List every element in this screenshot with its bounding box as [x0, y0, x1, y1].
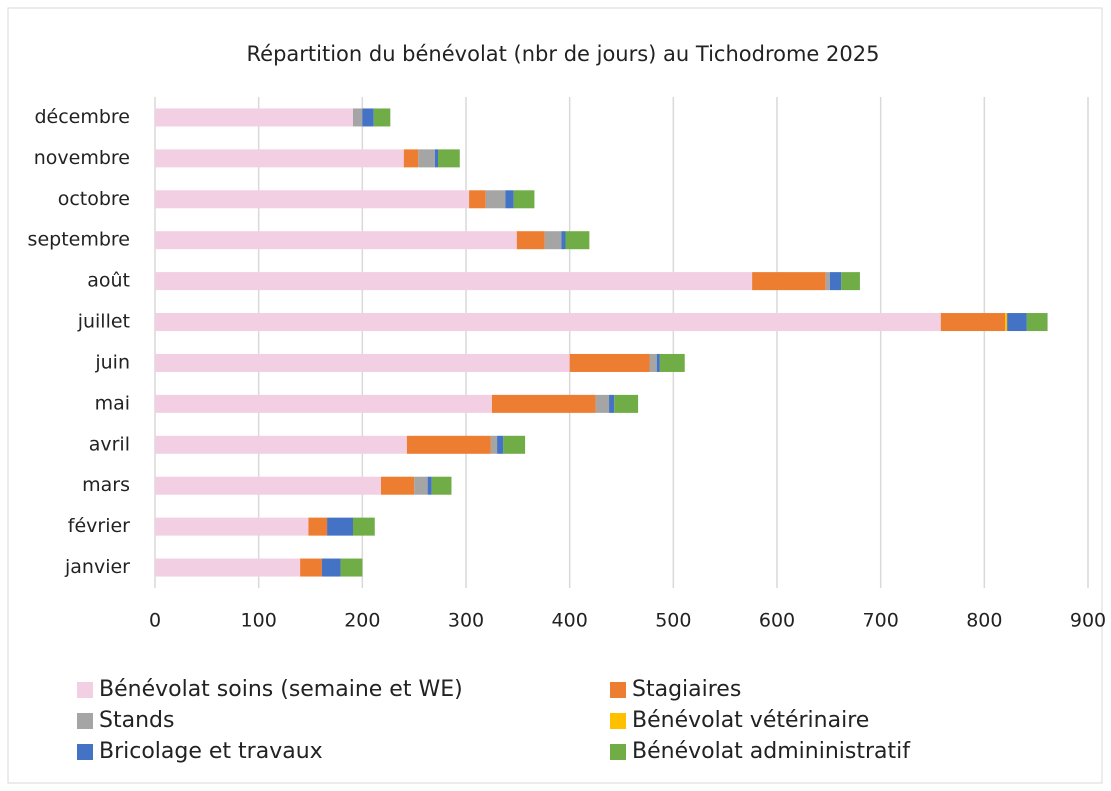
x-tick-label: 800 [966, 610, 1002, 632]
bar-segment [1005, 313, 1008, 332]
bar-segment [155, 353, 570, 372]
bar-segment [155, 558, 301, 577]
bar-segment [308, 517, 328, 536]
bar-segment [380, 476, 415, 495]
y-tick-label: août [87, 270, 130, 292]
bar-segment [609, 394, 615, 413]
bar-segment [155, 435, 407, 454]
bar-segment [1007, 313, 1027, 332]
bar-segment [656, 353, 660, 372]
y-tick-label: juin [94, 351, 130, 373]
bar-segment [940, 313, 1006, 332]
bar-segment [561, 231, 566, 250]
bar-segment [565, 231, 590, 250]
bar-segment [353, 517, 375, 536]
bar-segment [614, 394, 639, 413]
bar-segment [353, 108, 363, 127]
bar-segment [155, 190, 470, 209]
bar-segment [155, 149, 404, 168]
x-tick-label: 300 [448, 610, 484, 632]
bar-segment [321, 558, 341, 577]
bar-segment [155, 517, 309, 536]
bar-segment [431, 476, 452, 495]
bar-segment [485, 190, 506, 209]
bar-segment [649, 353, 657, 372]
legend-label: Bricolage et travaux [99, 739, 323, 764]
bar-segment [490, 435, 498, 454]
bar-segment [414, 476, 428, 495]
bar-segment [155, 394, 492, 413]
bar-segment [752, 272, 826, 291]
legend-swatch [610, 744, 626, 760]
y-tick-label: octobre [58, 188, 130, 210]
legend-swatch [77, 682, 93, 698]
y-tick-label: septembre [28, 229, 130, 251]
bar-segment [491, 394, 596, 413]
bar-segment [340, 558, 363, 577]
bar-segment [1026, 313, 1048, 332]
x-tick-label: 400 [552, 610, 588, 632]
bar-segment [427, 476, 432, 495]
bar-segment [544, 231, 562, 250]
bar-segment [516, 231, 545, 250]
y-tick-label: juillet [77, 311, 130, 333]
y-tick-label: février [68, 515, 130, 537]
legend-swatch [77, 713, 93, 729]
bar-segment [438, 149, 460, 168]
y-tick-label: mai [95, 392, 130, 414]
legend-label: Stagiaires [632, 677, 741, 702]
bar-segment [327, 517, 354, 536]
bar-segment [513, 190, 535, 209]
chart-title: Répartition du bénévolat (nbr de jours) … [247, 42, 880, 66]
legend-swatch [610, 682, 626, 698]
legend: Bénévolat soins (semaine et WE) Stagiaire… [77, 677, 911, 764]
bar-segment [155, 272, 753, 291]
bar-segment [469, 190, 486, 209]
legend-swatch [77, 744, 93, 760]
bar-segment [362, 108, 374, 127]
x-tick-label: 500 [655, 610, 691, 632]
y-tick-label: janvier [64, 556, 130, 578]
legend-label: Bénévolat vétérinaire [632, 708, 869, 733]
bar-segment [373, 108, 391, 127]
bar-segment [505, 190, 514, 209]
bar-segment [418, 149, 435, 168]
x-tick-label: 0 [149, 610, 161, 632]
y-tick-label: mars [82, 474, 130, 496]
bar-segment [841, 272, 860, 291]
y-tick-label: décembre [34, 106, 130, 128]
bar-segment [497, 435, 504, 454]
bar-segment [434, 149, 439, 168]
x-tick-label: 700 [863, 610, 899, 632]
bar-segment [155, 108, 354, 127]
legend-label: Bénévolat admininistratif [632, 739, 911, 764]
y-tick-label: avril [89, 433, 130, 455]
bar-segment [595, 394, 610, 413]
x-tick-label: 600 [759, 610, 795, 632]
bar-segment [155, 476, 381, 495]
x-tick-label: 100 [241, 610, 277, 632]
bar-segment [406, 435, 491, 454]
bar-segment [829, 272, 842, 291]
bar-segment [155, 231, 517, 250]
legend-swatch [610, 713, 626, 729]
bar-segment [659, 353, 685, 372]
x-tick-label: 200 [344, 610, 380, 632]
legend-label: Stands [99, 708, 174, 733]
bar-segment [155, 313, 941, 332]
bar-segment [300, 558, 322, 577]
bar-segment [825, 272, 830, 291]
y-tick-label: novembre [34, 147, 130, 169]
legend-label: Bénévolat soins (semaine et WE) [99, 677, 463, 702]
x-tick-label: 900 [1070, 610, 1106, 632]
bar-segment [569, 353, 650, 372]
bar-segment [403, 149, 419, 168]
bar-segment [503, 435, 526, 454]
